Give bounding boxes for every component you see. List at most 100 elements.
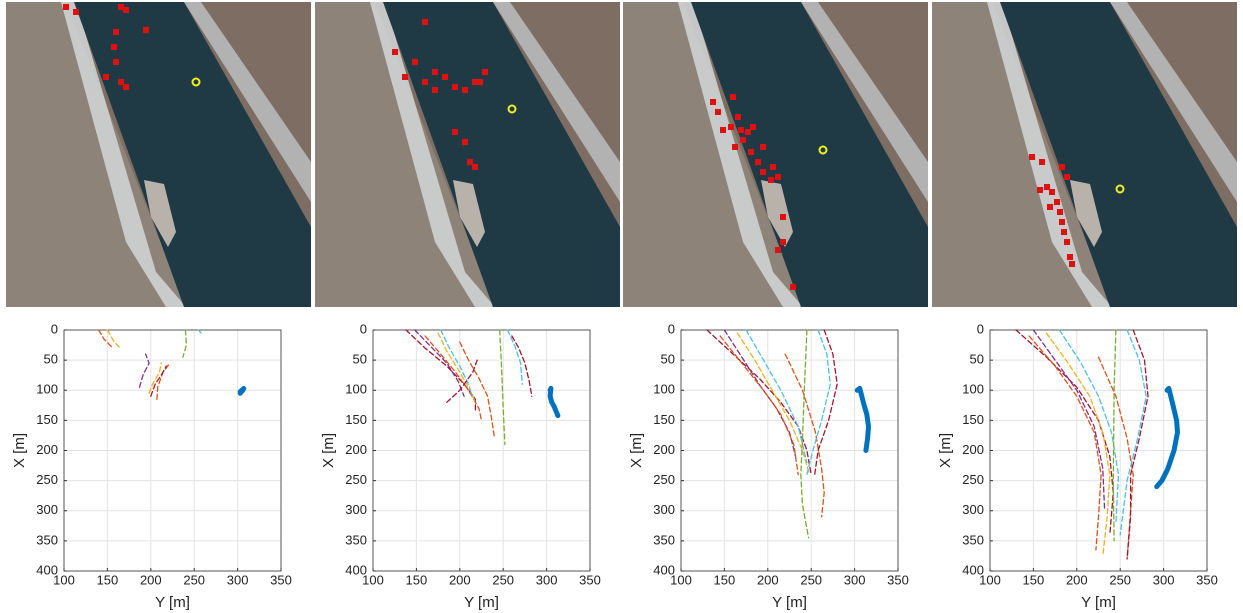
detection — [1044, 184, 1050, 190]
x-axis-label: Y [m] — [155, 594, 190, 611]
y-tick-label: 100 — [653, 382, 675, 397]
y-tick-label: 250 — [345, 472, 367, 487]
detection — [775, 174, 781, 180]
aerial-photo — [623, 2, 928, 307]
detection — [1064, 174, 1070, 180]
river — [691, 2, 928, 307]
detection — [732, 144, 738, 150]
trajectory-line — [197, 329, 202, 334]
y-tick-label: 100 — [345, 382, 367, 397]
detection — [770, 164, 776, 170]
y-tick-label: 50 — [970, 352, 984, 367]
detection — [748, 149, 754, 155]
trajectory-line — [156, 362, 171, 400]
y-tick-label: 400 — [962, 562, 984, 577]
x-tick-label: 100 — [362, 572, 384, 587]
right-snow — [184, 2, 311, 202]
trajectory-line — [182, 329, 188, 358]
x-tick-label: 100 — [979, 572, 1001, 587]
trajectory-line — [424, 335, 483, 422]
island — [1070, 180, 1102, 247]
snow-bank — [987, 2, 1112, 307]
y-tick-label: 0 — [360, 321, 367, 336]
trajectory-line — [719, 335, 799, 476]
detection — [738, 127, 744, 133]
detection — [1047, 204, 1053, 210]
detection — [775, 247, 781, 253]
x-tick-label: 150 — [714, 572, 736, 587]
x-axis-label: Y [m] — [772, 594, 807, 611]
detection — [462, 87, 468, 93]
x-tick-label: 300 — [227, 572, 249, 587]
trajectory-line — [499, 329, 506, 446]
target — [1115, 184, 1125, 194]
detection — [710, 99, 716, 105]
trajectory-line — [511, 335, 533, 397]
x-tick-label: 350 — [579, 572, 601, 587]
trajectory-line — [1112, 329, 1117, 542]
trajectory-line — [440, 329, 473, 397]
detection — [432, 87, 438, 93]
snow-bank — [678, 2, 803, 307]
axes-box — [989, 329, 1208, 572]
detection — [412, 59, 418, 65]
y-tick-label: 50 — [353, 352, 367, 367]
island — [453, 180, 485, 247]
trajectory-line — [446, 359, 478, 403]
y-tick-label: 200 — [653, 442, 675, 457]
y-tick-label: 150 — [36, 412, 58, 427]
detection — [735, 114, 741, 120]
y-tick-label: 150 — [962, 412, 984, 427]
y-tick-label: 100 — [36, 382, 58, 397]
detection — [113, 59, 119, 65]
detection — [1049, 189, 1055, 195]
trajectory-line — [814, 329, 838, 476]
detection — [111, 44, 117, 50]
snow-bank — [61, 2, 186, 307]
y-axis-label: X [m] — [937, 433, 954, 468]
right-snow — [493, 2, 620, 202]
detection — [73, 9, 79, 15]
y-tick-label: 0 — [977, 321, 984, 336]
x-tick-label: 200 — [449, 572, 471, 587]
x-tick-label: 350 — [1196, 572, 1218, 587]
detection — [392, 49, 398, 55]
detection — [452, 84, 458, 90]
x-tick-label: 350 — [887, 572, 909, 587]
detection — [422, 19, 428, 25]
x-tick-label: 100 — [53, 572, 75, 587]
trajectory-line — [706, 329, 812, 476]
detection — [482, 69, 488, 75]
trajectory-line — [106, 329, 122, 349]
trajectory-line — [1028, 335, 1102, 551]
detection — [422, 79, 428, 85]
detection — [760, 169, 766, 175]
detection — [452, 129, 458, 135]
detection — [467, 159, 473, 165]
y-axis-label: X [m] — [628, 433, 645, 468]
track-line — [237, 385, 247, 396]
y-tick-label: 50 — [661, 352, 675, 367]
trajectory-line — [1032, 329, 1106, 512]
aerial-photo — [6, 2, 311, 307]
x-tick-label: 150 — [406, 572, 428, 587]
x-tick-label: 250 — [800, 572, 822, 587]
detection — [118, 79, 124, 85]
detection — [780, 214, 786, 220]
trajectory-line — [800, 329, 810, 539]
aerial-photo — [932, 2, 1237, 307]
detection — [103, 74, 109, 80]
y-tick-label: 350 — [962, 532, 984, 547]
detection — [715, 109, 721, 115]
trajectory-line — [1126, 329, 1149, 560]
y-tick-label: 250 — [962, 472, 984, 487]
y-axis-label: X [m] — [320, 433, 337, 468]
x-tick-label: 200 — [1066, 572, 1088, 587]
trajectory-line — [459, 341, 496, 440]
right-snow — [801, 2, 928, 202]
y-tick-label: 250 — [36, 472, 58, 487]
x-axis-label: Y [m] — [1081, 594, 1116, 611]
y-tick-label: 0 — [51, 321, 58, 336]
detection — [118, 4, 124, 10]
